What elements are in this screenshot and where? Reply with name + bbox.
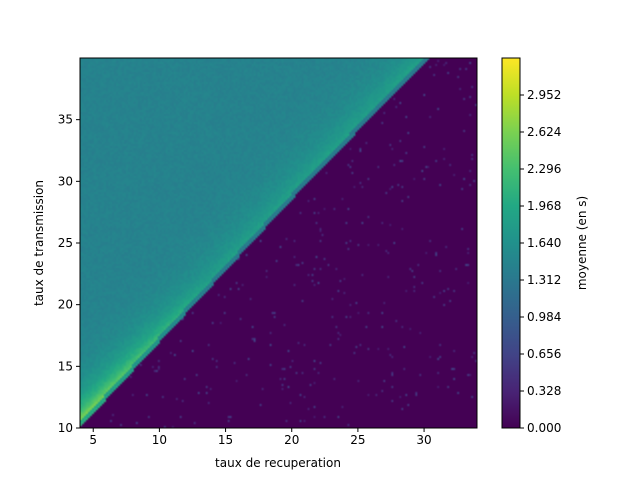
colorbar-tick-label: 1.312 — [527, 273, 561, 287]
heatmap-image — [80, 58, 477, 428]
colorbar-tick-label: 0.000 — [527, 421, 561, 435]
y-tick-label: 20 — [58, 298, 73, 312]
x-tick-label: 20 — [284, 433, 299, 447]
colorbar-tick-label: 2.952 — [527, 88, 561, 102]
y-axis-ticks: 10 15 20 25 30 35 — [58, 113, 80, 435]
x-tick-label: 30 — [416, 433, 431, 447]
colorbar-tick-label: 1.968 — [527, 199, 561, 213]
colorbar-label: moyenne (en s) — [575, 196, 589, 290]
x-axis-ticks: 5 10 15 20 25 30 — [89, 428, 432, 447]
y-tick-label: 10 — [58, 421, 73, 435]
y-tick-label: 25 — [58, 236, 73, 250]
y-tick-label: 35 — [58, 113, 73, 127]
colorbar-tick-label: 0.984 — [527, 310, 561, 324]
colorbar-gradient — [501, 57, 521, 429]
colorbar-tick-label: 2.296 — [527, 162, 561, 176]
x-tick-label: 25 — [350, 433, 365, 447]
heatmap-plot-area — [79, 57, 478, 429]
y-axis-label: taux de transmission — [32, 180, 46, 306]
y-tick-label: 30 — [58, 174, 73, 188]
colorbar-tick-label: 2.624 — [527, 125, 561, 139]
colorbar: 0.000 0.328 0.656 0.984 1.312 1.640 1.968 2.296… — [501, 57, 589, 435]
y-tick-label: 15 — [58, 359, 73, 373]
x-tick-label: 5 — [89, 433, 97, 447]
x-tick-label: 10 — [152, 433, 167, 447]
colorbar-tick-label: 0.328 — [527, 384, 561, 398]
x-tick-label: 15 — [218, 433, 233, 447]
colorbar-tick-label: 1.640 — [527, 236, 561, 250]
x-axis-label: taux de recuperation — [215, 456, 341, 470]
colorbar-ticks: 0.000 0.328 0.656 0.984 1.312 1.640 1.968 2.296… — [520, 88, 561, 435]
colorbar-tick-label: 0.656 — [527, 347, 561, 361]
